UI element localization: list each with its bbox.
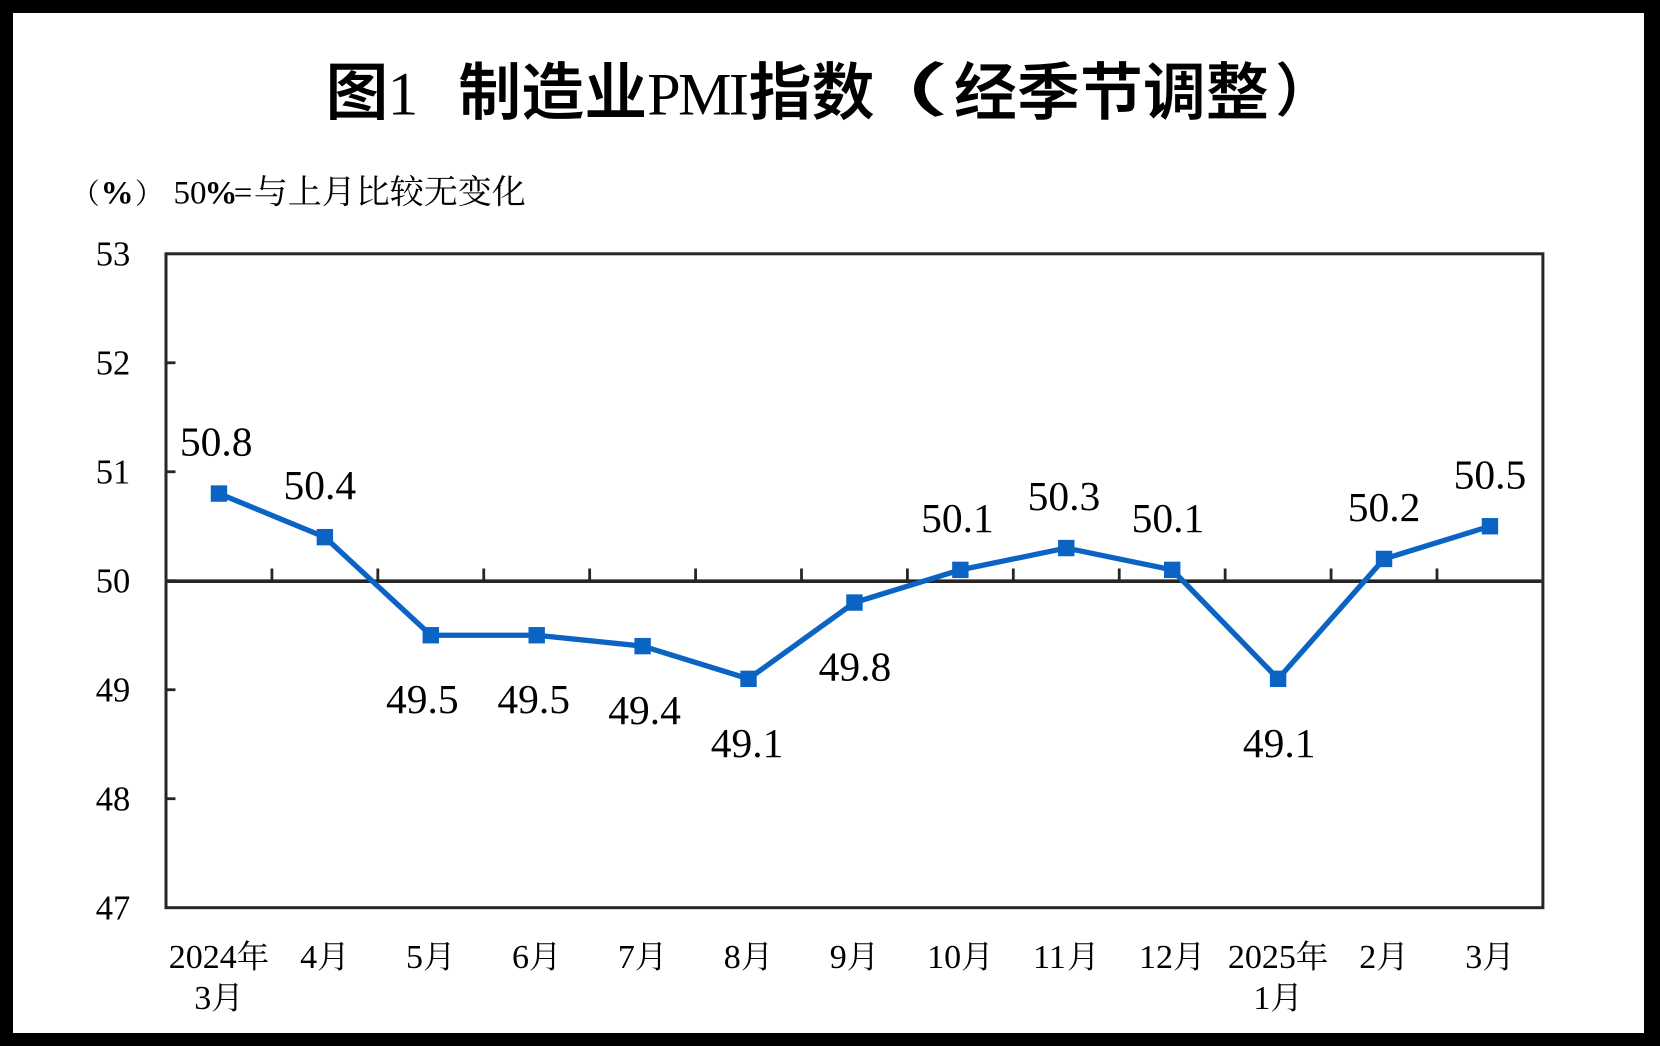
svg-text:50.2: 50.2: [1348, 484, 1421, 530]
svg-text:2025: 2025: [1228, 939, 1296, 976]
svg-text:%: %: [101, 176, 134, 212]
svg-text:2024: 2024: [169, 939, 237, 976]
svg-text:=: =: [234, 176, 253, 212]
svg-text:50.1: 50.1: [1132, 495, 1205, 541]
svg-text:49: 49: [96, 672, 131, 710]
svg-text:49.1: 49.1: [1243, 720, 1316, 766]
svg-text:53: 53: [96, 236, 131, 274]
svg-text:7: 7: [618, 939, 635, 976]
svg-text:50.8: 50.8: [180, 419, 253, 465]
svg-text:1: 1: [388, 62, 419, 129]
svg-text:10: 10: [927, 939, 961, 976]
svg-text:PMI: PMI: [647, 62, 747, 128]
svg-text:49.8: 49.8: [819, 644, 892, 690]
svg-text:3: 3: [1465, 939, 1482, 976]
svg-text:49.1: 49.1: [711, 720, 784, 766]
svg-text:8: 8: [724, 939, 741, 976]
svg-text:48: 48: [96, 781, 131, 819]
svg-text:12: 12: [1139, 939, 1173, 976]
svg-text:49.5: 49.5: [386, 676, 459, 722]
svg-text:3: 3: [194, 980, 211, 1017]
svg-text:47: 47: [96, 890, 131, 928]
svg-text:51: 51: [96, 454, 131, 492]
svg-text:49.5: 49.5: [497, 676, 570, 722]
svg-text:1: 1: [1253, 980, 1270, 1017]
svg-text:6: 6: [512, 939, 529, 976]
svg-text:%: %: [205, 176, 238, 212]
svg-text:50: 50: [174, 176, 207, 212]
svg-text:50.5: 50.5: [1454, 451, 1527, 497]
svg-text:49.4: 49.4: [608, 687, 681, 733]
svg-text:11: 11: [1033, 939, 1066, 976]
svg-text:2: 2: [1359, 939, 1376, 976]
svg-text:9: 9: [830, 939, 847, 976]
svg-text:50: 50: [96, 563, 131, 601]
svg-text:50.1: 50.1: [921, 495, 994, 541]
svg-text:52: 52: [96, 345, 131, 383]
svg-text:50.3: 50.3: [1028, 473, 1101, 519]
svg-text:4: 4: [300, 939, 317, 976]
svg-text:50.4: 50.4: [284, 462, 357, 508]
svg-text:5: 5: [406, 939, 423, 976]
